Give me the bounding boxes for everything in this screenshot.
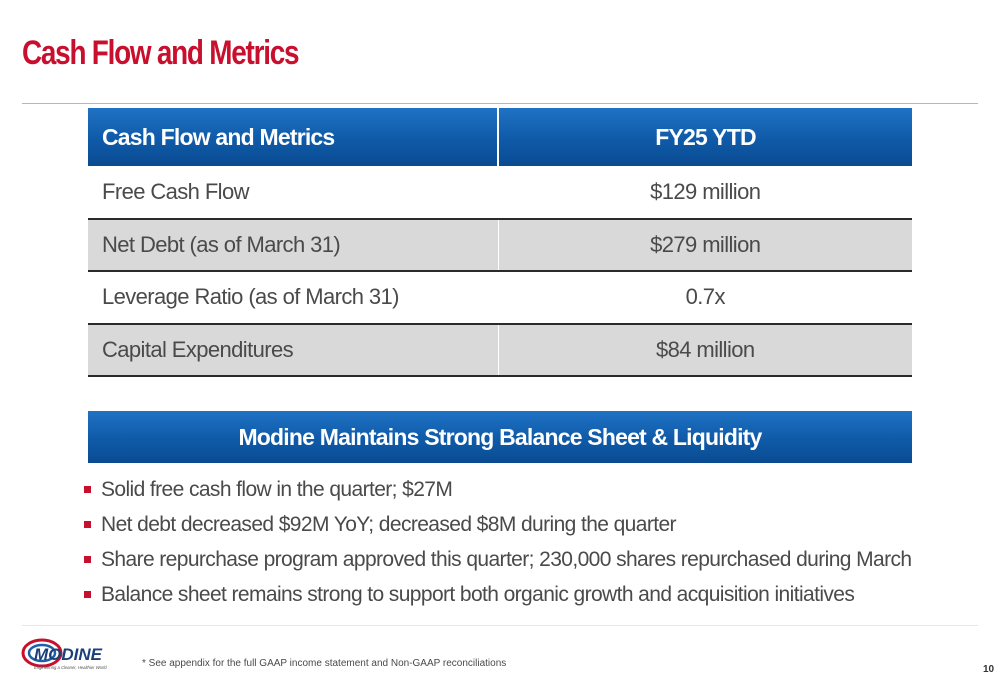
square-bullet-icon xyxy=(84,556,91,563)
table-row: Leverage Ratio (as of March 31) 0.7x xyxy=(88,271,912,325)
square-bullet-icon xyxy=(84,591,91,598)
table-row: Net Debt (as of March 31) $279 million xyxy=(88,218,912,272)
banner-text: Modine Maintains Strong Balance Sheet & … xyxy=(238,423,762,450)
square-bullet-icon xyxy=(84,521,91,528)
bullet-list: Solid free cash flow in the quarter; $27… xyxy=(84,472,964,612)
square-bullet-icon xyxy=(84,486,91,493)
row-label: Free Cash Flow xyxy=(88,166,499,220)
list-item: Share repurchase program approved this q… xyxy=(84,542,964,577)
page-title: Cash Flow and Metrics xyxy=(22,34,299,72)
table-row: Capital Expenditures $84 million xyxy=(88,323,912,377)
row-label: Net Debt (as of March 31) xyxy=(88,218,499,272)
table-header-value: FY25 YTD xyxy=(498,108,912,166)
row-label: Capital Expenditures xyxy=(88,323,499,377)
footnote: * See appendix for the full GAAP income … xyxy=(142,658,507,669)
bullet-text: Net debt decreased $92M YoY; decreased $… xyxy=(101,512,677,536)
row-label: Leverage Ratio (as of March 31) xyxy=(88,271,499,325)
bullet-text: Solid free cash flow in the quarter; $27… xyxy=(101,477,453,501)
section-banner: Modine Maintains Strong Balance Sheet & … xyxy=(88,411,912,463)
table-header-row: Cash Flow and Metrics FY25 YTD xyxy=(88,108,912,166)
row-value: $84 million xyxy=(498,323,912,377)
logo-tagline: Engineering a Cleaner, Healthier World xyxy=(34,665,107,670)
list-item: Balance sheet remains strong to support … xyxy=(84,577,964,612)
list-item: Solid free cash flow in the quarter; $27… xyxy=(84,472,964,507)
modine-logo: MODINE Engineering a Cleaner, Healthier … xyxy=(21,638,107,670)
page-number: 10 xyxy=(983,664,995,675)
row-value: 0.7x xyxy=(498,271,912,325)
table-header-label: Cash Flow and Metrics xyxy=(88,108,499,166)
logo-wordmark: MODINE xyxy=(34,645,103,664)
bullet-text: Share repurchase program approved this q… xyxy=(101,547,912,571)
list-item: Net debt decreased $92M YoY; decreased $… xyxy=(84,507,964,542)
row-value: $129 million xyxy=(498,166,912,220)
title-divider xyxy=(22,103,978,104)
row-value: $279 million xyxy=(498,218,912,272)
metrics-table: Cash Flow and Metrics FY25 YTD Free Cash… xyxy=(88,108,912,377)
table-row: Free Cash Flow $129 million xyxy=(88,166,912,220)
footer-divider xyxy=(22,625,978,626)
bullet-text: Balance sheet remains strong to support … xyxy=(101,582,855,606)
